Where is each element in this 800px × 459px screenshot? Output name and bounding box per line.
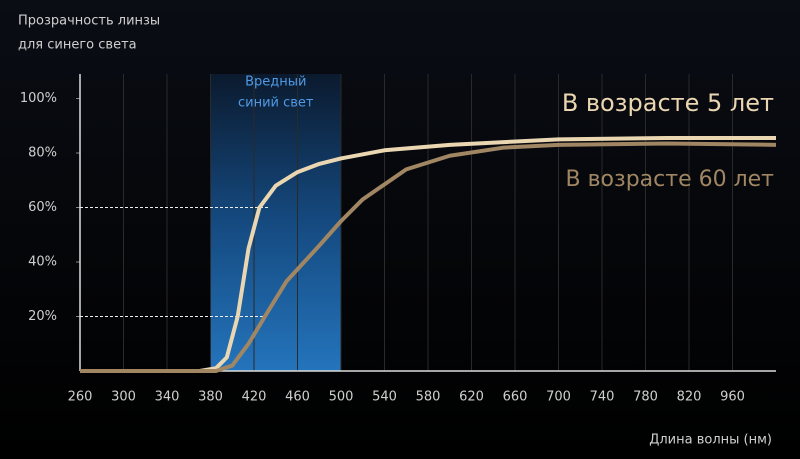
x-tick-label: 420 xyxy=(242,390,267,405)
x-tick-label: 260 xyxy=(68,390,93,405)
highlight-band xyxy=(210,74,341,371)
x-tick-label: 620 xyxy=(459,390,484,405)
chart-title: для синего света xyxy=(18,38,137,53)
x-tick-label: 660 xyxy=(503,390,528,405)
x-tick-label: 300 xyxy=(111,390,136,405)
highlight-label: Вредный xyxy=(245,75,306,90)
x-tick-label: 700 xyxy=(546,390,571,405)
x-tick-label: 580 xyxy=(416,390,441,405)
x-axis-label: Длина волны (нм) xyxy=(649,433,772,448)
y-tick-label: 100% xyxy=(20,91,57,106)
x-tick-label: 960 xyxy=(720,390,745,405)
series-line xyxy=(80,141,777,373)
y-tick-label: 40% xyxy=(28,255,57,270)
x-tick-label: 340 xyxy=(155,390,180,405)
legend-label: В возрасте 60 лет xyxy=(566,167,775,192)
x-tick-label: 780 xyxy=(633,390,658,405)
x-tick-label: 540 xyxy=(372,390,397,405)
legend-label: В возрасте 5 лет xyxy=(562,89,774,117)
y-tick-label: 60% xyxy=(28,200,57,215)
x-tick-label: 500 xyxy=(329,390,354,405)
highlight-label: синий свет xyxy=(238,96,314,111)
y-tick-label: 80% xyxy=(28,146,57,161)
x-tick-label: 380 xyxy=(198,390,223,405)
x-tick-label: 740 xyxy=(590,390,615,405)
series-line xyxy=(80,136,776,373)
chart-title: Прозрачность линзы xyxy=(18,14,160,29)
x-tick-label: 460 xyxy=(285,390,310,405)
y-tick-label: 20% xyxy=(28,309,57,324)
x-tick-label: 820 xyxy=(677,390,702,405)
